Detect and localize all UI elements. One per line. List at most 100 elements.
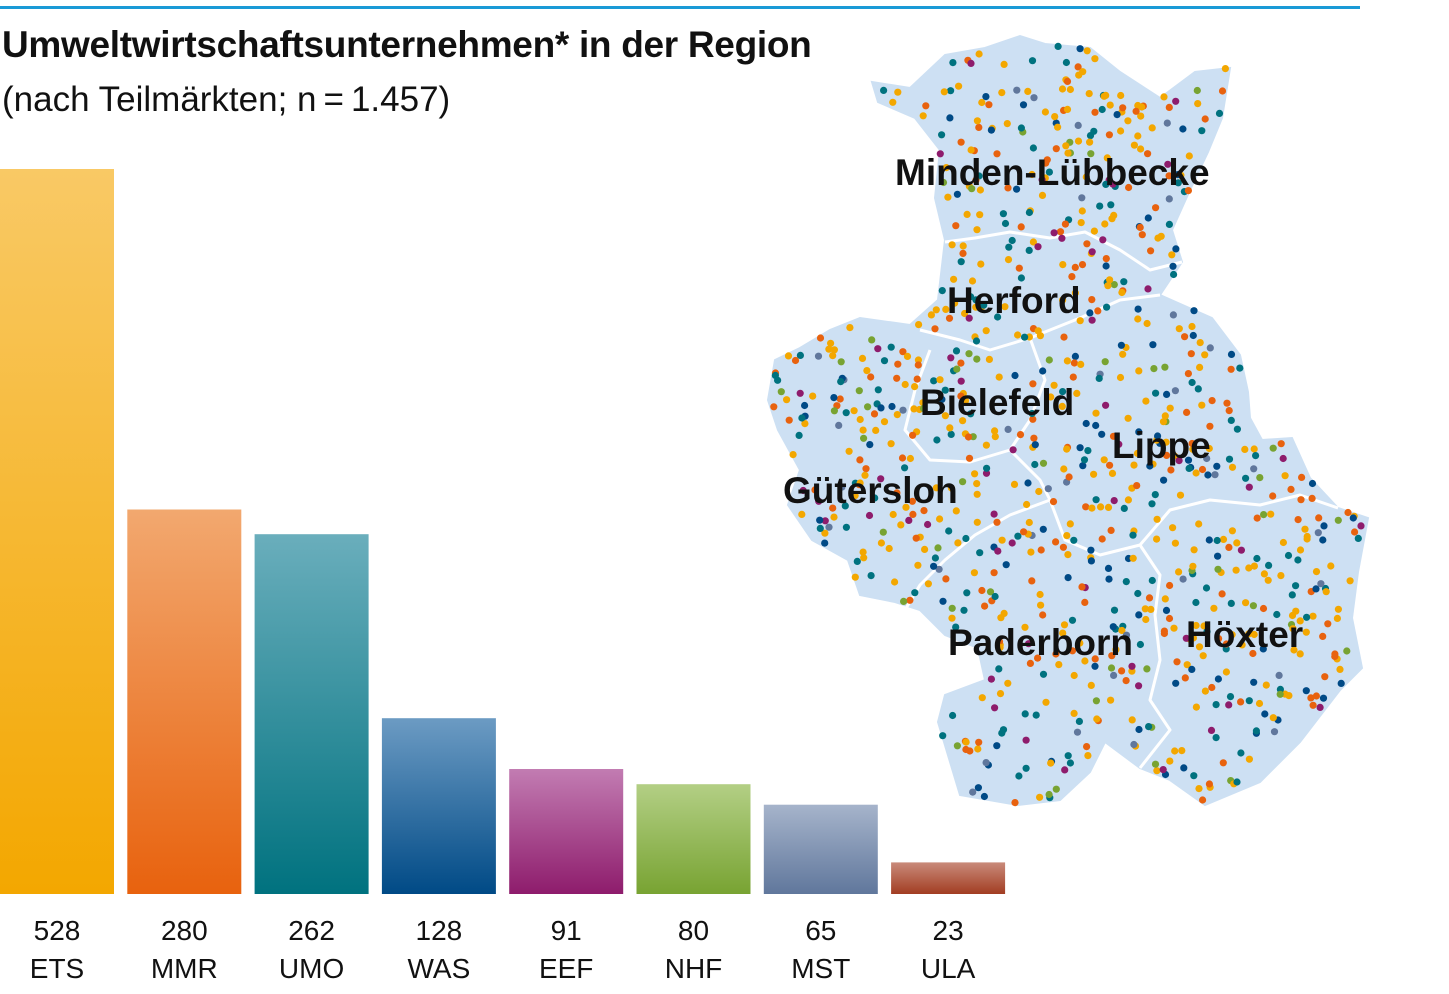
company-dot — [1147, 605, 1155, 614]
company-dot — [1110, 606, 1119, 614]
company-dot — [1269, 444, 1277, 452]
company-dot — [1136, 223, 1144, 231]
company-dot — [1175, 325, 1183, 333]
company-dot — [1060, 333, 1068, 341]
company-dot — [1010, 480, 1019, 488]
company-dot — [957, 359, 965, 367]
company-dot — [1082, 173, 1090, 181]
company-dot — [1005, 243, 1013, 251]
company-dot — [1108, 652, 1116, 660]
company-dot — [1181, 333, 1189, 341]
company-dot — [1275, 671, 1283, 680]
value-labels: 528 280 262 128 91 80 65 23 — [34, 915, 964, 946]
company-dot — [952, 222, 960, 230]
company-dot — [1000, 60, 1008, 68]
company-dot — [1205, 536, 1213, 544]
company-dot — [971, 470, 979, 478]
company-dot — [1222, 640, 1230, 648]
company-dot — [1083, 47, 1091, 55]
company-dot — [899, 348, 907, 356]
company-dot — [1334, 516, 1342, 524]
company-dot — [1034, 243, 1042, 251]
company-dot — [993, 518, 1001, 526]
company-dot — [1083, 743, 1091, 751]
company-dot — [1039, 367, 1047, 375]
company-dot — [1160, 93, 1168, 101]
company-dot — [770, 403, 778, 411]
company-dot — [1252, 727, 1260, 735]
company-dot — [1346, 577, 1354, 585]
company-dot — [1227, 416, 1235, 424]
company-dot — [1080, 456, 1089, 464]
company-dot — [910, 405, 918, 413]
company-dot — [1021, 710, 1029, 718]
company-dot — [930, 562, 938, 570]
company-dot — [1201, 351, 1209, 359]
company-dot — [1145, 594, 1154, 602]
company-dot — [906, 596, 914, 604]
company-dot — [1260, 510, 1268, 519]
company-dot — [1084, 447, 1092, 455]
company-dot — [1134, 305, 1142, 313]
company-dot — [1045, 356, 1053, 364]
company-dot — [893, 411, 901, 419]
company-dot — [1144, 214, 1152, 222]
company-dot — [1112, 646, 1120, 654]
company-dot — [1029, 144, 1037, 152]
company-dot — [799, 486, 807, 495]
company-dot — [962, 738, 970, 746]
company-dot — [1316, 703, 1324, 712]
company-dot — [1308, 494, 1316, 502]
company-dot — [1020, 528, 1028, 536]
boundary-lippe-paderborn — [1048, 493, 1339, 557]
company-dot — [1076, 317, 1084, 325]
company-dot — [982, 327, 990, 335]
company-dot — [1102, 401, 1110, 409]
company-dot — [975, 50, 983, 58]
company-dot — [1029, 238, 1037, 246]
company-dot — [1303, 535, 1311, 543]
company-dot — [830, 394, 838, 402]
company-dot — [1037, 601, 1045, 609]
company-dot — [934, 544, 942, 552]
company-dot — [1185, 464, 1193, 472]
company-dot — [1078, 194, 1086, 202]
company-dot — [1236, 364, 1244, 372]
company-dot — [1027, 548, 1035, 556]
company-dot — [1103, 154, 1111, 162]
company-dot — [999, 210, 1008, 218]
company-dot — [1042, 159, 1050, 167]
company-dot — [784, 352, 793, 360]
company-dot — [1175, 568, 1183, 576]
boundary-guetersloh-paderborn — [903, 498, 1051, 611]
company-dot — [1069, 373, 1077, 381]
company-dot — [1174, 179, 1182, 187]
company-dot — [1219, 535, 1228, 544]
region-label-guetersloh: Gütersloh — [783, 470, 958, 511]
company-dot — [997, 614, 1005, 622]
company-dot — [948, 604, 956, 612]
company-dot — [1034, 654, 1042, 662]
company-dot — [1014, 532, 1022, 540]
company-dot — [905, 516, 913, 525]
company-dot — [1004, 256, 1013, 264]
company-dot — [897, 521, 905, 529]
company-dot — [865, 511, 874, 520]
company-dot — [987, 675, 996, 683]
company-dot — [1215, 109, 1224, 117]
company-dot — [1227, 365, 1235, 373]
company-dot — [1036, 793, 1044, 801]
company-dot — [1031, 441, 1039, 449]
company-dot — [1219, 759, 1227, 767]
company-dot — [959, 417, 967, 425]
company-dot — [915, 321, 923, 329]
company-dot — [1071, 289, 1079, 297]
company-dot — [874, 386, 882, 394]
company-dot — [1319, 694, 1328, 702]
company-dot — [1068, 273, 1076, 281]
company-dot — [1333, 614, 1341, 623]
company-dot — [1160, 476, 1168, 484]
company-dot — [951, 299, 959, 307]
company-dot — [801, 401, 809, 410]
company-dot — [919, 399, 927, 407]
